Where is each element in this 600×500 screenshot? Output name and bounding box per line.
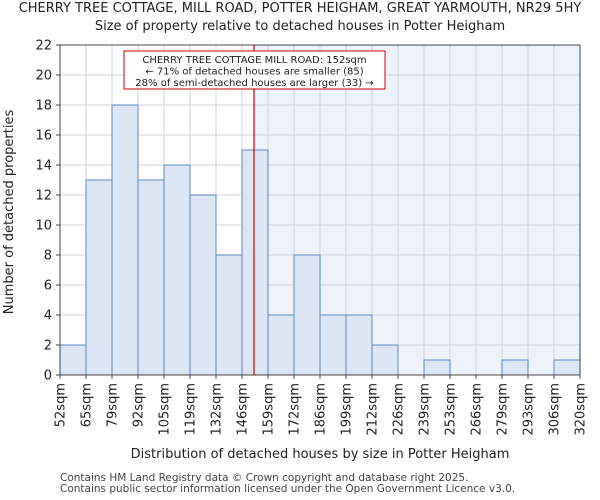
histogram-bar [163, 164, 191, 376]
y-tick-label: 14 [35, 159, 52, 174]
y-tick-label: 10 [35, 219, 52, 234]
histogram-bar [215, 254, 243, 376]
x-tick-label: 212sqm [366, 383, 381, 436]
y-tick-label: 12 [35, 189, 52, 204]
x-tick-label: 199sqm [340, 383, 355, 436]
x-tick-label: 253sqm [444, 383, 459, 436]
x-tick-label: 52sqm [54, 383, 69, 427]
y-tick-label: 22 [35, 39, 52, 54]
chart-title: CHERRY TREE COTTAGE, MILL ROAD, POTTER H… [18, 1, 582, 16]
histogram-bar [59, 344, 87, 376]
x-axis-label: Distribution of detached houses by size … [131, 447, 510, 462]
bar-layer [59, 104, 581, 376]
y-tick-label: 0 [44, 369, 52, 384]
x-tick-label: 186sqm [314, 383, 329, 436]
x-tick-label: 65sqm [80, 383, 95, 427]
x-tick-label: 239sqm [418, 383, 433, 436]
y-tick-label: 20 [35, 69, 52, 84]
x-tick-label: 132sqm [210, 383, 225, 436]
y-tick-label: 16 [35, 129, 52, 144]
histogram-bar [345, 314, 373, 376]
chart-subtitle: Size of property relative to detached ho… [94, 19, 506, 34]
x-tick-label: 279sqm [496, 383, 511, 436]
y-tick-label: 18 [35, 99, 52, 114]
histogram-bar [293, 254, 321, 376]
x-tick-label: 172sqm [288, 383, 303, 436]
annotation-line: ← 71% of detached houses are smaller (85… [145, 67, 363, 78]
annotation-layer: CHERRY TREE COTTAGE MILL ROAD: 152sqm← 7… [123, 45, 386, 375]
histogram-bar [423, 359, 451, 376]
x-tick-label: 119sqm [184, 383, 199, 436]
x-tick-label: 79sqm [106, 383, 121, 427]
x-tick-label: 320sqm [574, 383, 589, 436]
annotation-line: CHERRY TREE COTTAGE MILL ROAD: 152sqm [142, 55, 366, 66]
annotation-line: 28% of semi-detached houses are larger (… [135, 78, 373, 89]
y-tick-label: 6 [44, 279, 52, 294]
histogram-bar [189, 194, 217, 376]
annotation-box [123, 50, 386, 90]
histogram-bar [137, 179, 165, 376]
x-tick-label: 105sqm [158, 383, 173, 436]
x-tick-label: 306sqm [548, 383, 563, 436]
histogram-bar [319, 314, 347, 376]
y-tick-label: 8 [44, 249, 52, 264]
x-tick-label: 92sqm [132, 383, 147, 427]
x-tick-label: 266sqm [470, 383, 485, 436]
y-tick-label: 2 [44, 339, 52, 354]
histogram-bar [501, 359, 529, 376]
y-tick-label: 4 [44, 309, 52, 324]
y-axis-label: Number of detached properties [2, 110, 17, 315]
x-tick-label: 226sqm [392, 383, 407, 436]
footer-line-2: Contains public sector information licen… [60, 483, 516, 495]
footer-line-1: Contains HM Land Registry data © Crown c… [60, 472, 469, 484]
x-tick-label: 146sqm [236, 383, 251, 436]
x-tick-label: 159sqm [262, 383, 277, 436]
histogram-bar [241, 149, 269, 376]
x-tick-label: 293sqm [522, 383, 537, 436]
histogram-bar [553, 359, 581, 376]
histogram-bar [111, 104, 139, 376]
histogram-bar [371, 344, 399, 376]
axis-layer: 0 2 4 6 8 10 12 14 16 18 20 22 52sqm 65sqm 79sqm 92sqm 1… [2, 39, 589, 463]
histogram-bar [267, 314, 295, 376]
histogram-bar [85, 179, 113, 376]
